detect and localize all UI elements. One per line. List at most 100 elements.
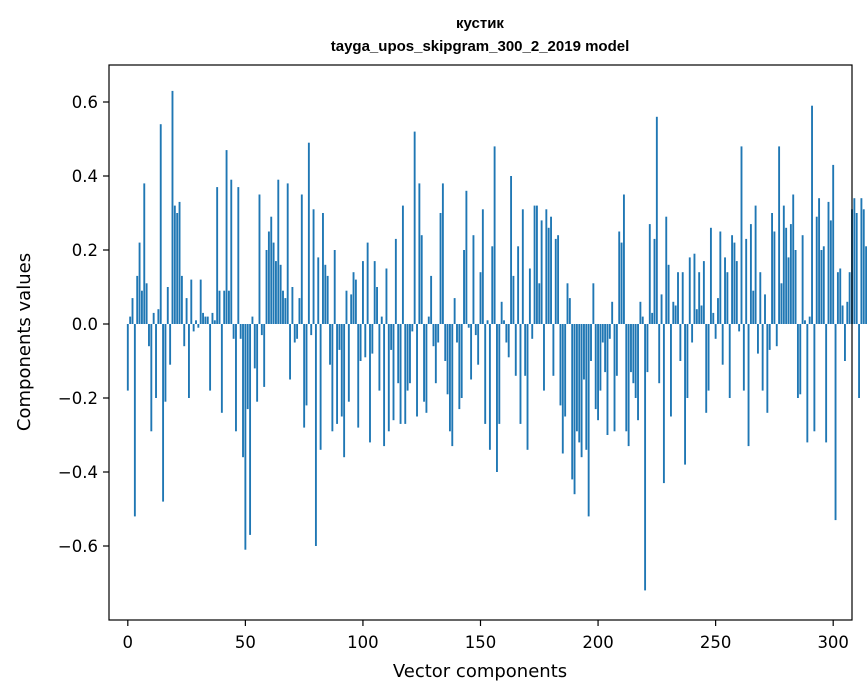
bar-component-57 xyxy=(260,324,263,336)
bar-component-236 xyxy=(681,272,684,324)
bar-component-232 xyxy=(672,301,675,324)
bar-component-111 xyxy=(387,324,390,432)
bar-component-31 xyxy=(199,279,202,324)
bar-component-227 xyxy=(660,294,663,324)
x-tick-label: 150 xyxy=(465,633,497,652)
bar-component-214 xyxy=(630,324,632,373)
bar-component-243 xyxy=(698,272,701,324)
bar-component-91 xyxy=(340,324,343,417)
bar-component-118 xyxy=(404,324,407,424)
bar-component-94 xyxy=(347,324,350,402)
bar-component-140 xyxy=(456,324,458,343)
bar-component-266 xyxy=(752,290,755,324)
bar-component-251 xyxy=(717,298,719,324)
bar-component-286 xyxy=(799,324,802,395)
bar-component-123 xyxy=(416,324,418,417)
bar-component-223 xyxy=(651,312,654,324)
bar-component-219 xyxy=(641,316,644,324)
bar-component-174 xyxy=(535,205,538,324)
bar-component-88 xyxy=(333,250,336,324)
bar-component-228 xyxy=(662,324,665,484)
bar-component-2 xyxy=(131,298,134,324)
bar-component-241 xyxy=(693,253,696,324)
bar-component-201 xyxy=(599,324,602,391)
bar-component-18 xyxy=(169,324,172,365)
bar-component-77 xyxy=(307,142,310,324)
bar-component-139 xyxy=(453,298,456,324)
bar-component-96 xyxy=(352,272,355,324)
bar-component-164 xyxy=(512,275,515,324)
bar-component-72 xyxy=(296,324,299,339)
bar-component-16 xyxy=(164,324,167,402)
bar-component-267 xyxy=(754,205,757,324)
bar-component-283 xyxy=(792,194,795,324)
bar-component-109 xyxy=(383,324,386,447)
bar-component-42 xyxy=(225,150,228,324)
bar-component-259 xyxy=(735,261,738,324)
bar-component-198 xyxy=(592,283,595,324)
y-tick-label: 0.4 xyxy=(72,167,98,186)
bar-component-60 xyxy=(267,231,270,324)
bar-component-246 xyxy=(705,324,708,413)
bar-component-229 xyxy=(665,216,668,324)
bar-component-7 xyxy=(143,183,146,324)
bar-component-208 xyxy=(615,324,618,376)
bar-component-247 xyxy=(707,324,710,391)
bar-component-92 xyxy=(343,324,346,458)
bar-component-112 xyxy=(390,324,393,350)
bar-component-21 xyxy=(176,213,179,324)
bar-component-58 xyxy=(263,324,266,387)
bar-component-15 xyxy=(162,324,165,502)
bar-component-191 xyxy=(575,324,578,432)
bar-component-44 xyxy=(230,179,233,324)
bar-component-30 xyxy=(197,324,200,328)
bar-component-59 xyxy=(265,250,268,324)
bar-component-280 xyxy=(785,227,788,324)
bar-component-271 xyxy=(764,294,766,324)
bar-component-146 xyxy=(470,324,473,380)
bar-component-210 xyxy=(620,242,623,324)
bar-component-231 xyxy=(670,324,672,417)
bar-component-27 xyxy=(190,279,193,324)
bar-component-160 xyxy=(503,320,505,324)
bar-component-297 xyxy=(825,324,828,443)
bar-component-11 xyxy=(152,312,155,324)
bar-component-170 xyxy=(526,324,529,450)
bar-component-289 xyxy=(806,324,809,443)
bar-component-17 xyxy=(166,287,169,324)
bar-component-238 xyxy=(686,324,689,398)
bar-component-3 xyxy=(133,324,136,517)
bar-component-5 xyxy=(138,242,141,324)
bar-component-177 xyxy=(543,324,545,391)
bar-component-48 xyxy=(239,324,242,339)
x-tick-label: 50 xyxy=(235,633,256,652)
bar-component-306 xyxy=(846,301,849,324)
bar-component-258 xyxy=(733,242,736,324)
bar-component-131 xyxy=(434,324,437,384)
bar-component-12 xyxy=(155,324,157,398)
bar-component-126 xyxy=(423,324,426,402)
x-axis-label: Vector components xyxy=(393,661,567,682)
bar-component-184 xyxy=(559,324,562,406)
bar-component-108 xyxy=(380,316,383,324)
bar-component-218 xyxy=(639,301,642,324)
bar-component-237 xyxy=(684,324,686,465)
bar-component-299 xyxy=(829,220,832,324)
bar-component-4 xyxy=(136,275,139,324)
bar-component-33 xyxy=(204,316,207,324)
bar-component-183 xyxy=(557,235,560,324)
bar-component-24 xyxy=(183,324,186,347)
bar-component-256 xyxy=(728,324,731,398)
bar-component-206 xyxy=(611,301,614,324)
bar-component-287 xyxy=(801,235,804,324)
bar-component-82 xyxy=(319,324,322,450)
bar-component-84 xyxy=(324,264,327,324)
bar-component-129 xyxy=(430,275,433,324)
bar-component-253 xyxy=(721,324,724,365)
bar-component-307 xyxy=(848,272,851,324)
bar-component-185 xyxy=(561,324,564,454)
bar-component-230 xyxy=(667,264,670,324)
y-tick-label: −0.4 xyxy=(58,463,98,482)
bar-component-167 xyxy=(519,324,522,424)
bar-component-311 xyxy=(858,324,860,398)
